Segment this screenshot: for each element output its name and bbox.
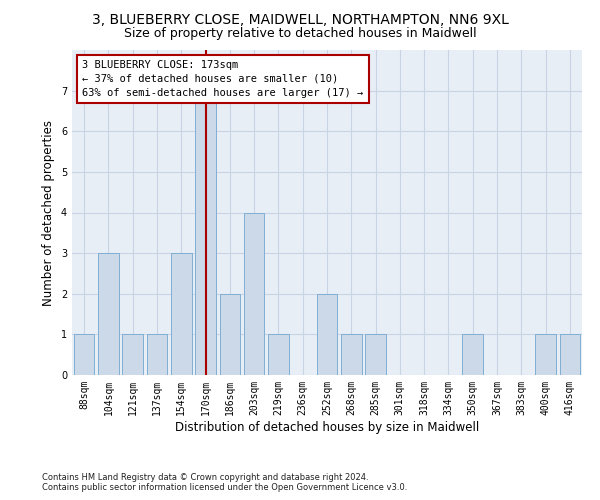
Bar [171, 253, 191, 375]
Bar [98, 253, 119, 375]
Text: 3 BLUEBERRY CLOSE: 173sqm
← 37% of detached houses are smaller (10)
63% of semi-: 3 BLUEBERRY CLOSE: 173sqm ← 37% of detac… [82, 60, 364, 98]
Text: 3, BLUEBERRY CLOSE, MAIDWELL, NORTHAMPTON, NN6 9XL: 3, BLUEBERRY CLOSE, MAIDWELL, NORTHAMPTO… [92, 12, 508, 26]
Bar [220, 294, 240, 375]
Bar [560, 334, 580, 375]
X-axis label: Distribution of detached houses by size in Maidwell: Distribution of detached houses by size … [175, 420, 479, 434]
Bar [122, 334, 143, 375]
Bar [146, 334, 167, 375]
Text: Size of property relative to detached houses in Maidwell: Size of property relative to detached ho… [124, 28, 476, 40]
Bar [268, 334, 289, 375]
Text: Contains HM Land Registry data © Crown copyright and database right 2024.
Contai: Contains HM Land Registry data © Crown c… [42, 473, 407, 492]
Bar [195, 90, 216, 375]
Bar [244, 212, 265, 375]
Bar [341, 334, 362, 375]
Y-axis label: Number of detached properties: Number of detached properties [43, 120, 55, 306]
Bar [317, 294, 337, 375]
Bar [365, 334, 386, 375]
Bar [463, 334, 483, 375]
Bar [535, 334, 556, 375]
Bar [74, 334, 94, 375]
